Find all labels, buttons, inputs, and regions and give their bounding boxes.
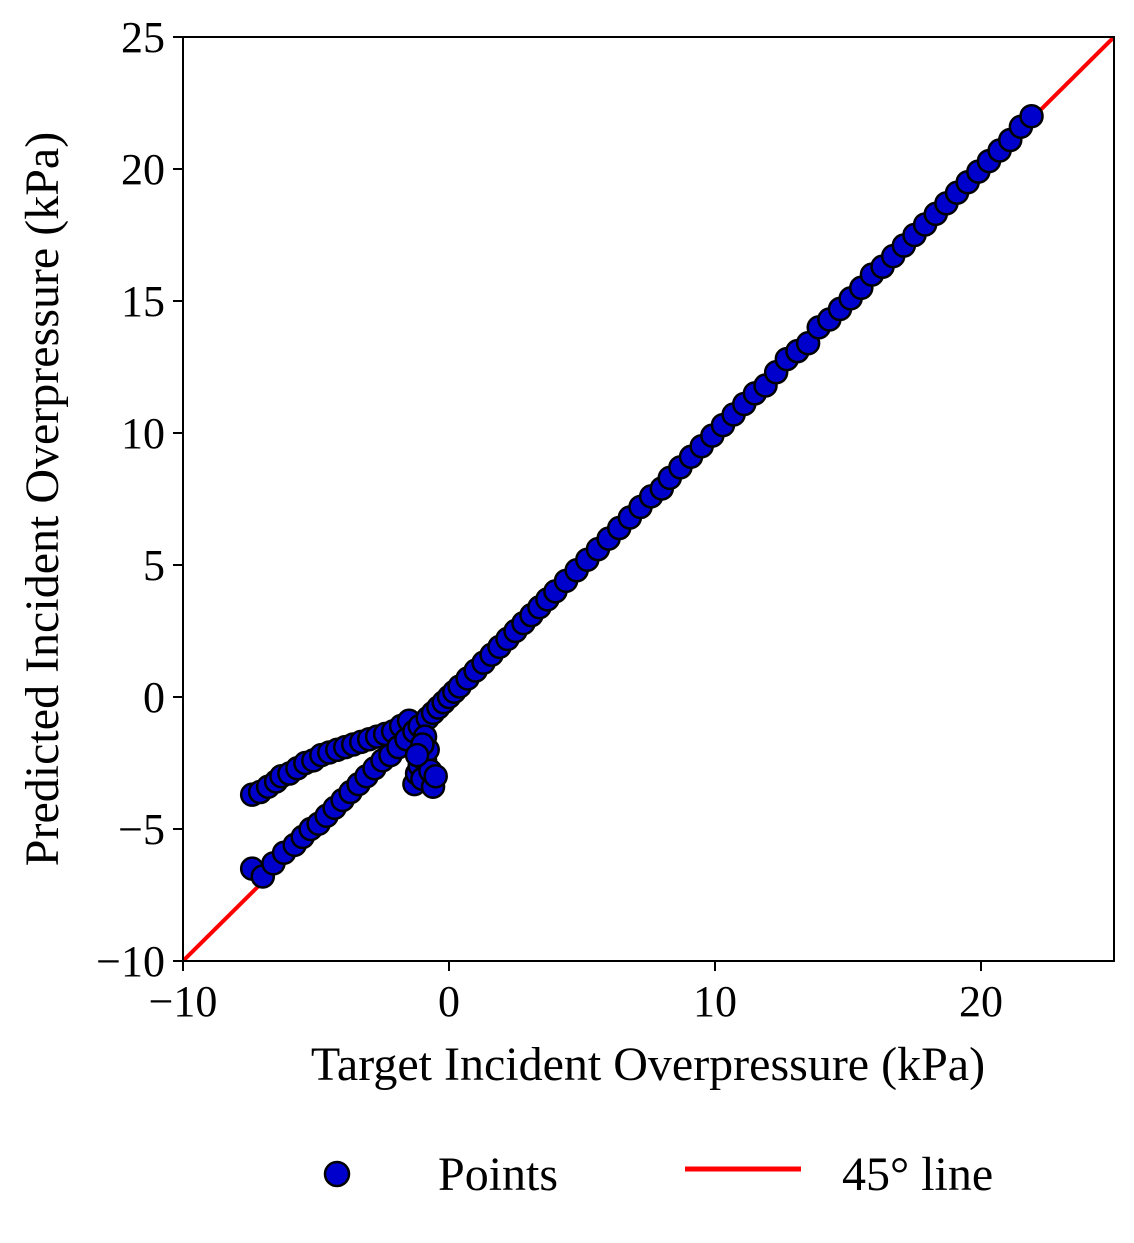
data-point [1019, 103, 1044, 129]
x-axis: −10 0 10 20 [149, 961, 1003, 1026]
legend-marker-points [323, 1160, 351, 1188]
y-tick-label: 25 [121, 13, 165, 62]
y-tick-label: 15 [121, 277, 165, 326]
y-tick-label: 5 [143, 541, 165, 590]
data-point [404, 742, 430, 768]
x-tick-label: 20 [959, 977, 1003, 1026]
y-axis-label: Predicted Incident Overpressure (kPa) [16, 132, 69, 866]
x-tick-label: 10 [693, 977, 737, 1026]
points-series [239, 103, 1044, 889]
x-tick-label: −10 [149, 977, 218, 1026]
y-tick-label: 20 [121, 145, 165, 194]
y-tick-label: 10 [121, 409, 165, 458]
plot-area [182, 36, 1115, 962]
y-axis: −10 −5 0 5 10 15 20 25 [96, 13, 183, 986]
plot-frame [182, 36, 1115, 962]
data-point [423, 763, 448, 789]
y-tick-label: −10 [96, 937, 165, 986]
legend-label-points: Points [438, 1148, 558, 1201]
legend-label-45-degree-line: 45° line [842, 1148, 993, 1201]
y-tick-label: −5 [118, 805, 165, 854]
x-tick-label: 0 [438, 977, 460, 1026]
legend: Points 45° line [323, 1148, 993, 1201]
x-axis-label: Target Incident Overpressure (kPa) [311, 1038, 985, 1091]
y-tick-label: 0 [143, 673, 165, 722]
